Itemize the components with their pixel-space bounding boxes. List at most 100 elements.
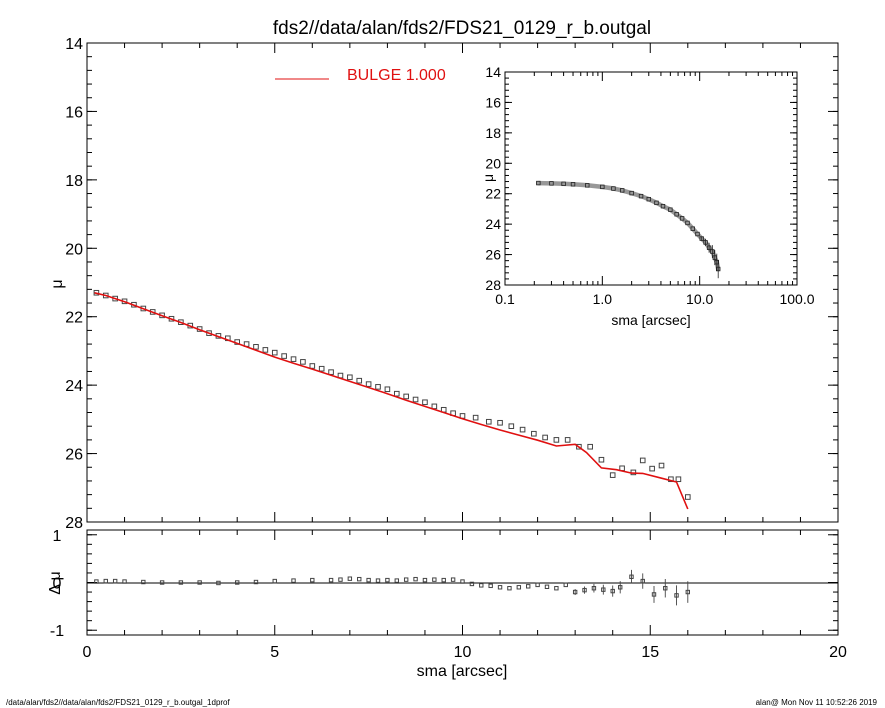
inset-data-point	[646, 196, 651, 202]
residual-data-point	[516, 585, 522, 590]
main-data-point	[347, 374, 353, 381]
residual-data-point	[178, 580, 184, 585]
residual-data-point	[469, 581, 475, 587]
inset-data-point	[620, 188, 625, 193]
main-data-point	[365, 381, 372, 387]
residual-data-point	[103, 578, 108, 584]
residual-data-point	[497, 585, 503, 590]
main-y-tick-label: 14	[65, 36, 83, 53]
main-data-point	[271, 349, 278, 356]
residual-data-point	[272, 578, 277, 584]
residual-data-point	[197, 580, 202, 585]
inset-x-tick-label: 1.0	[593, 291, 613, 307]
residual-data-point	[507, 586, 512, 591]
main-y-tick-label: 24	[65, 378, 83, 395]
inset-data-point	[660, 203, 666, 209]
residual-x-axis-label: sma [arcsec]	[417, 663, 508, 680]
residual-y-tick-label: 0	[53, 576, 62, 593]
main-data-point	[300, 359, 306, 365]
main-axis-ticks: 14 16 18 20 22 24 26 28	[65, 36, 839, 532]
main-data-point	[403, 393, 409, 400]
inset-data-point	[668, 207, 673, 212]
inset-data-points	[536, 180, 721, 279]
residual-data-point	[394, 578, 399, 583]
figure-title: fds2//data/alan/fds2/FDS21_0129_r_b.outg…	[273, 18, 651, 39]
residual-y-axis-label: Δ μ	[47, 571, 64, 594]
model-line	[94, 292, 689, 510]
inset-data-point	[600, 184, 605, 190]
inset-y-tick-label: 24	[485, 216, 501, 232]
main-y-tick-label: 28	[65, 515, 83, 532]
residual-data-point	[535, 582, 540, 588]
residual-data-point	[159, 580, 165, 585]
inset-y-tick-label: 20	[485, 155, 501, 171]
main-data-point	[497, 419, 503, 426]
inset-y-tick-label: 22	[485, 186, 501, 202]
residual-data-point	[554, 586, 559, 591]
main-data-point	[598, 456, 605, 463]
residual-data-point	[347, 576, 353, 581]
residual-data-point	[488, 583, 493, 589]
residual-y-tick-label: 1	[53, 528, 62, 545]
inset-data-point	[695, 231, 700, 237]
main-data-point	[609, 472, 616, 478]
main-data-point	[281, 353, 287, 359]
main-y-tick-label: 22	[65, 310, 83, 327]
residual-data-point	[112, 578, 118, 584]
residual-data-point	[253, 579, 259, 585]
main-panel: 14 16 18 20 22 24 26 28 μ BULGE 1.000	[49, 36, 839, 532]
inset-plot-frame	[504, 71, 798, 286]
residual-data-point	[422, 577, 428, 583]
main-data-point	[485, 418, 492, 425]
inset-data-point	[674, 212, 679, 217]
residual-data-point	[216, 580, 221, 586]
inset-data-point	[570, 182, 576, 187]
main-data-point	[542, 434, 548, 441]
main-y-tick-label: 16	[65, 104, 83, 121]
main-y-tick-label: 26	[65, 447, 83, 464]
residual-x-tick-label: 20	[829, 644, 847, 661]
residual-data-point	[122, 579, 127, 584]
main-data-point	[519, 426, 526, 433]
legend-label: BULGE 1.000	[347, 67, 446, 84]
inset-x-tick-label: 10.0	[686, 291, 713, 307]
residual-data-point	[291, 578, 296, 583]
main-data-points	[93, 289, 691, 500]
inset-data-point	[585, 183, 590, 188]
inset-data-point	[679, 216, 685, 221]
residual-x-tick-label: 15	[641, 644, 659, 661]
main-data-point	[472, 414, 479, 421]
residual-data-point	[403, 577, 409, 582]
footer-user-timestamp: alan@ Mon Nov 11 10:52:26 2019	[756, 698, 878, 707]
residual-data-point	[375, 578, 381, 583]
residual-data-point	[544, 584, 550, 589]
main-data-point	[422, 399, 428, 406]
main-data-point	[384, 386, 391, 393]
main-data-point	[290, 356, 297, 362]
residual-data-point	[141, 579, 146, 585]
main-legend: BULGE 1.000	[275, 67, 446, 84]
main-y-tick-label: 20	[65, 241, 83, 258]
residual-data-point	[441, 577, 446, 583]
residual-data-point	[338, 577, 343, 582]
inset-axis-ticks: 14 16 18 20 22 24 26 280.1 1.0 10.0 100.0	[485, 64, 814, 307]
residual-data-point	[310, 577, 315, 583]
inset-y-tick-label: 26	[485, 247, 501, 263]
main-data-point	[508, 423, 515, 429]
inset-data-point	[536, 180, 541, 186]
residual-data-point	[235, 580, 240, 585]
inset-data-point	[654, 200, 659, 206]
main-data-point	[393, 390, 400, 397]
main-data-point	[93, 289, 100, 296]
main-data-point	[328, 369, 334, 375]
main-data-point	[649, 465, 655, 472]
main-data-point	[658, 462, 665, 469]
inset-data-band	[536, 180, 721, 272]
main-data-point	[309, 363, 316, 369]
main-y-axis-label: μ	[49, 279, 66, 288]
residual-data-point	[450, 577, 456, 582]
inset-data-point	[549, 181, 554, 186]
inset-data-point	[611, 186, 616, 191]
main-data-point	[262, 347, 269, 353]
